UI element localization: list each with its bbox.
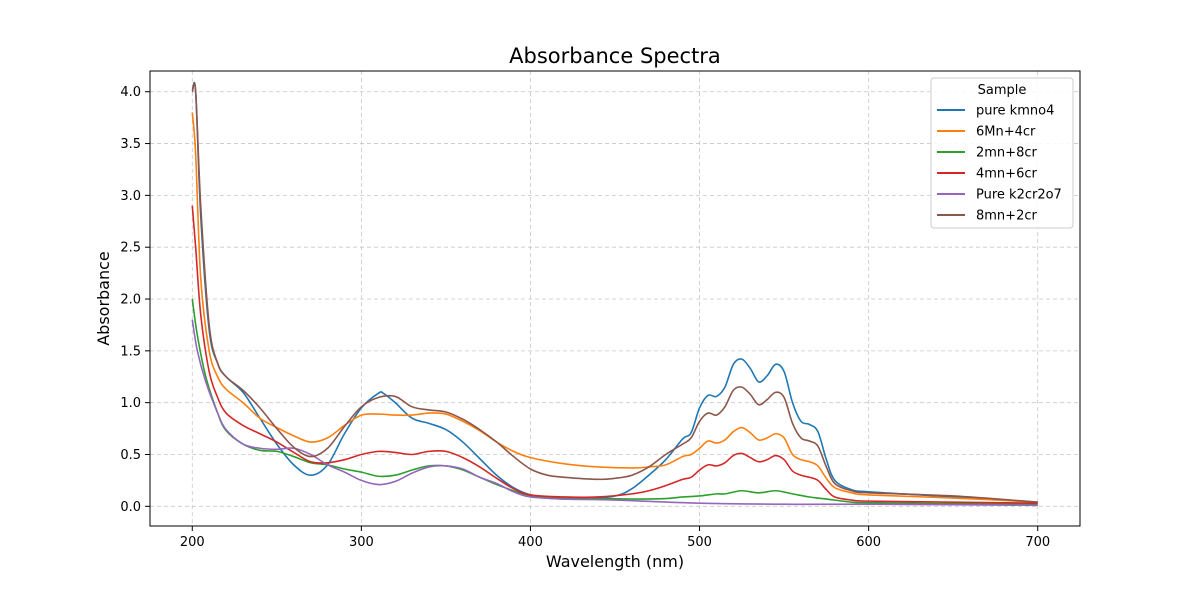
plot-frame <box>149 70 1081 527</box>
legend-entry: Pure k2cr2o7 <box>976 188 1062 203</box>
x-tick-label: 500 <box>687 535 712 550</box>
y-tick-label: 1.5 <box>120 344 141 359</box>
series-line-4mn-6cr <box>191 205 1038 504</box>
y-axis-label: Absorbance <box>94 251 113 346</box>
x-axis-label: Wavelength (nm) <box>546 552 684 571</box>
x-tick-label: 700 <box>1025 535 1050 550</box>
legend-box <box>930 77 1074 229</box>
legend-entry: 6Mn+4cr <box>976 125 1036 140</box>
y-tick-label: 2.5 <box>120 241 141 256</box>
x-tick-label: 600 <box>856 535 881 550</box>
legend: Sample pure kmno4 6Mn+4cr 2mn+8cr 4mn+6cr Pur… <box>930 77 1074 229</box>
series-layer <box>191 81 1038 507</box>
legend-entry: 4mn+6cr <box>976 167 1037 182</box>
y-tick-label: 0.0 <box>120 500 141 515</box>
legend-title: Sample <box>978 83 1027 98</box>
series-line-2mn-8cr <box>191 298 1038 506</box>
y-tick-label: 2.0 <box>120 293 141 308</box>
y-tick-label: 0.5 <box>120 448 141 463</box>
series-line-pure-k2cr2o7 <box>191 319 1038 507</box>
legend-entry: 8mn+2cr <box>976 209 1037 224</box>
chart-title: Absorbance Spectra <box>509 44 721 68</box>
y-tick-label: 3.0 <box>120 189 141 204</box>
series-line-8mn-2cr <box>191 82 1038 503</box>
x-tick-label: 200 <box>180 535 205 550</box>
x-tick-label: 400 <box>518 535 543 550</box>
grid <box>150 71 1080 526</box>
ticks: 200 300 400 500 600 700 0.0 0.5 1.0 1.5 2.0 2.5 3.0 3… <box>120 85 1050 550</box>
legend-entry: 2mn+8cr <box>976 146 1037 161</box>
y-tick-label: 4.0 <box>120 85 141 100</box>
x-tick-label: 300 <box>349 535 374 550</box>
y-tick-label: 1.0 <box>120 396 141 411</box>
y-tick-label: 3.5 <box>120 137 141 152</box>
legend-entry: pure kmno4 <box>976 104 1054 119</box>
series-line-6mn-4cr <box>191 112 1038 503</box>
